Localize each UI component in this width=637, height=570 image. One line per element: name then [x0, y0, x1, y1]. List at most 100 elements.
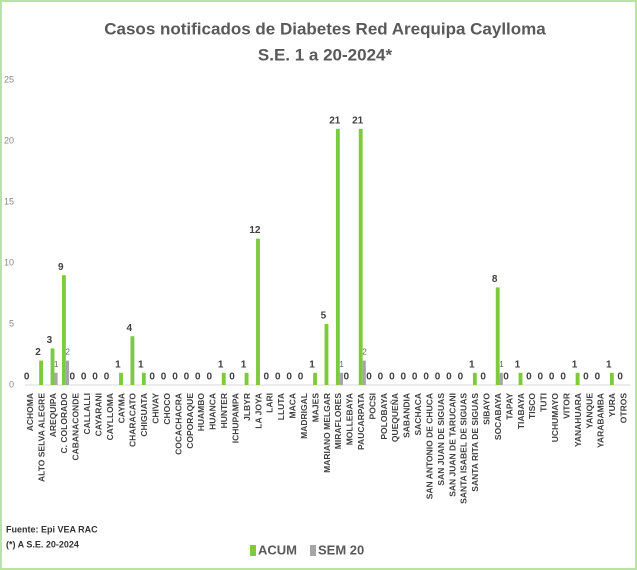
value-label: 0: [617, 372, 623, 383]
x-tick-label: OTROS: [619, 393, 629, 424]
value-label: 0: [92, 372, 98, 383]
value-label: 0: [161, 372, 167, 383]
value-label: 0: [172, 372, 178, 383]
value-label: 0: [206, 372, 212, 383]
bar: [324, 324, 329, 385]
x-tick-label: VITOR: [561, 393, 571, 419]
legend-swatch: [310, 545, 316, 556]
value-label: 1: [499, 360, 504, 369]
value-label: 0: [412, 372, 418, 383]
bar: [339, 372, 344, 385]
x-tick-label: ICHUPAMPA: [230, 393, 240, 443]
source-note: Fuente: Epi VEA RAC: [6, 524, 98, 534]
value-label: 0: [69, 372, 75, 383]
bar: [575, 372, 580, 385]
value-label: 21: [329, 115, 341, 126]
value-label: 2: [35, 347, 41, 358]
value-label: 0: [537, 372, 543, 383]
value-label: 0: [298, 372, 304, 383]
value-label: 1: [309, 359, 315, 370]
y-tick-label: 25: [4, 74, 14, 84]
x-tick-label: CAYARANI: [93, 393, 103, 436]
legend-label: SEM 20: [318, 542, 364, 557]
x-tick-label: YARABAMBA: [596, 393, 606, 448]
bar: [609, 372, 614, 385]
value-label: 0: [264, 372, 270, 383]
bar: [54, 372, 58, 385]
x-tick-label: CHIVAY: [151, 393, 161, 424]
chart-title: Casos notificados de Diabetes Red Arequi…: [104, 19, 546, 38]
legend-label: ACUM: [258, 542, 297, 557]
x-tick-label: SAN ANTONIO DE CHUCA: [424, 393, 434, 499]
value-label: 0: [583, 372, 589, 383]
x-tick-label: ALTO SELVA ALEGRE: [36, 393, 46, 482]
x-tick-label: TIABAYA: [516, 393, 526, 429]
x-tick-label: YANAHUARA: [573, 393, 583, 447]
x-tick-label: COCACHACRA: [173, 393, 183, 455]
x-tick-label: HUNTER: [219, 393, 229, 428]
x-tick-label: MIRAFLORES: [333, 393, 343, 450]
x-tick-label: LARI: [265, 393, 275, 413]
x-tick-label: SANTA ISABEL DE SIGUAS: [459, 393, 469, 504]
x-tick-label: CALLALLI: [82, 393, 92, 435]
x-tick-label: CHOCO: [162, 393, 172, 425]
value-label: 12: [249, 225, 261, 236]
x-tick-label: TUTI: [539, 393, 549, 412]
value-label: 21: [352, 115, 364, 126]
value-label: 0: [526, 372, 532, 383]
bar: [141, 372, 146, 385]
value-label: 0: [81, 372, 87, 383]
x-tick-label: SAN JUAN DE SIGUAS: [436, 393, 446, 486]
bar: [358, 128, 363, 386]
x-tick-label: CAYLLOMA: [105, 393, 115, 440]
value-label: 1: [515, 359, 521, 370]
bar: [130, 336, 135, 385]
x-tick-label: AREQUIPA: [48, 393, 58, 437]
x-tick-label: YURA: [607, 393, 617, 417]
x-tick-label: POCSI: [367, 393, 377, 419]
value-label: 1: [339, 360, 344, 369]
value-label: 0: [560, 372, 566, 383]
x-tick-label: PAUCARPATA: [356, 393, 366, 450]
value-label: 0: [503, 372, 509, 383]
y-tick-label: 20: [4, 135, 14, 145]
footnote: (*) A S.E. 20-2024: [6, 539, 79, 549]
x-tick-label: HUANCA: [208, 393, 218, 430]
value-label: 1: [218, 359, 224, 370]
value-label: 0: [275, 372, 281, 383]
chart-subtitle: S.E. 1 a 20-2024*: [258, 45, 393, 64]
value-label: 9: [58, 262, 64, 273]
legend-swatch: [250, 545, 256, 556]
x-tick-label: QUEQUEÑA: [390, 393, 400, 442]
value-label: 2: [65, 348, 70, 357]
x-tick-label: SOCABAYA: [493, 393, 503, 440]
value-label: 0: [480, 372, 486, 383]
x-tick-label: MOLLEBAYA: [345, 393, 355, 445]
x-tick-label: LLUTA: [276, 393, 286, 420]
x-tick-label: SACHACA: [413, 393, 423, 436]
x-tick-label: SIBAYO: [482, 393, 492, 425]
bar: [244, 372, 249, 385]
value-label: 0: [549, 372, 555, 383]
value-label: 0: [184, 372, 190, 383]
bar: [362, 360, 366, 385]
value-label: 0: [104, 372, 110, 383]
bar: [119, 372, 123, 385]
bar: [221, 372, 226, 385]
bar: [313, 372, 317, 385]
x-tick-label: SABANDIA: [402, 393, 412, 438]
bar: [50, 348, 55, 385]
y-tick-label: 0: [9, 379, 14, 389]
value-label: 0: [378, 372, 384, 383]
value-label: 3: [47, 335, 53, 346]
x-tick-label: COPORAQUE: [185, 393, 195, 449]
x-tick-label: SANTA RITA DE SIGUAS: [470, 393, 480, 492]
value-label: 1: [572, 359, 578, 370]
y-tick-label: 15: [4, 196, 14, 206]
y-tick-label: 5: [9, 318, 14, 328]
x-tick-label: CHIGUATA: [139, 393, 149, 437]
value-label: 0: [446, 372, 452, 383]
value-label: 1: [54, 360, 59, 369]
x-tick-label: HUAMBO: [196, 393, 206, 432]
value-label: 2: [362, 348, 367, 357]
